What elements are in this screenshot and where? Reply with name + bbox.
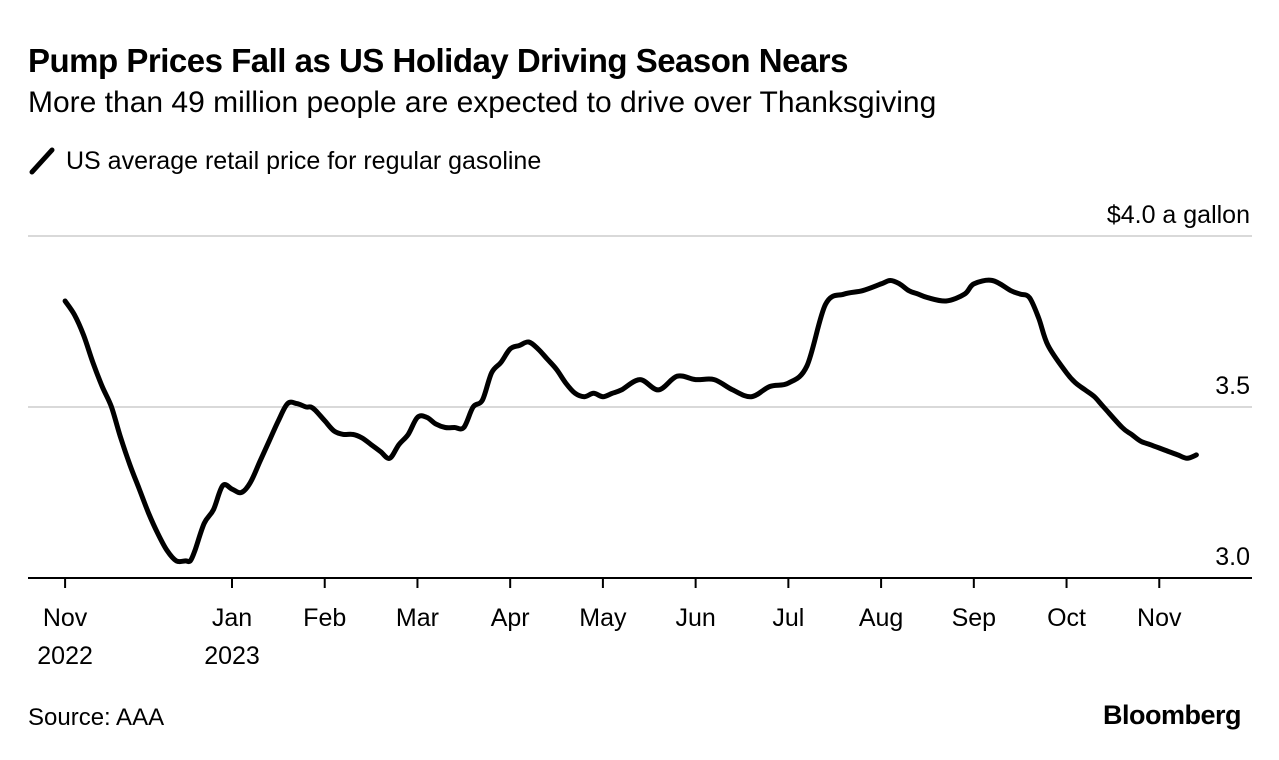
x-tick-label: Mar bbox=[396, 604, 439, 632]
y-tick-label: 3.0 bbox=[1215, 543, 1250, 571]
chart-subtitle: More than 49 million people are expected… bbox=[28, 86, 937, 119]
x-tick-label: Nov bbox=[43, 604, 88, 632]
x-tick-year-label: 2022 bbox=[37, 642, 93, 670]
x-tick-label: Oct bbox=[1047, 604, 1086, 632]
x-tick-label: Jul bbox=[772, 604, 804, 632]
x-tick-year-label: 2023 bbox=[204, 642, 260, 670]
legend-label: US average retail price for regular gaso… bbox=[66, 146, 542, 175]
x-tick-label: Aug bbox=[859, 604, 903, 632]
chart-title: Pump Prices Fall as US Holiday Driving S… bbox=[28, 42, 848, 79]
x-tick-label: Feb bbox=[303, 604, 346, 632]
x-tick-label: Jan bbox=[212, 604, 252, 632]
series-line-gasoline-price bbox=[62, 277, 1199, 565]
y-tick-label: 3.5 bbox=[1215, 372, 1250, 400]
series-layer bbox=[62, 277, 1199, 565]
source-note: Source: AAA bbox=[28, 704, 165, 731]
legend-line-icon bbox=[29, 147, 55, 175]
x-tick-label: Sep bbox=[952, 604, 996, 632]
x-axis: Nov 2022 Jan 2023 Feb Mar Apr May Jun Jul Aug Sep Oc… bbox=[28, 577, 1252, 670]
x-tick-label: Nov bbox=[1137, 604, 1182, 632]
x-tick-label: Apr bbox=[491, 604, 530, 632]
x-tick-label: Jun bbox=[675, 604, 715, 632]
grid-layer: $4.0 a gallon 3.5 3.0 bbox=[28, 201, 1252, 571]
x-tick-label: May bbox=[579, 604, 627, 632]
brand-logo: Bloomberg bbox=[1102, 700, 1242, 730]
y-tick-label: $4.0 a gallon bbox=[1107, 201, 1250, 229]
legend: US average retail price for regular gaso… bbox=[28, 146, 541, 176]
